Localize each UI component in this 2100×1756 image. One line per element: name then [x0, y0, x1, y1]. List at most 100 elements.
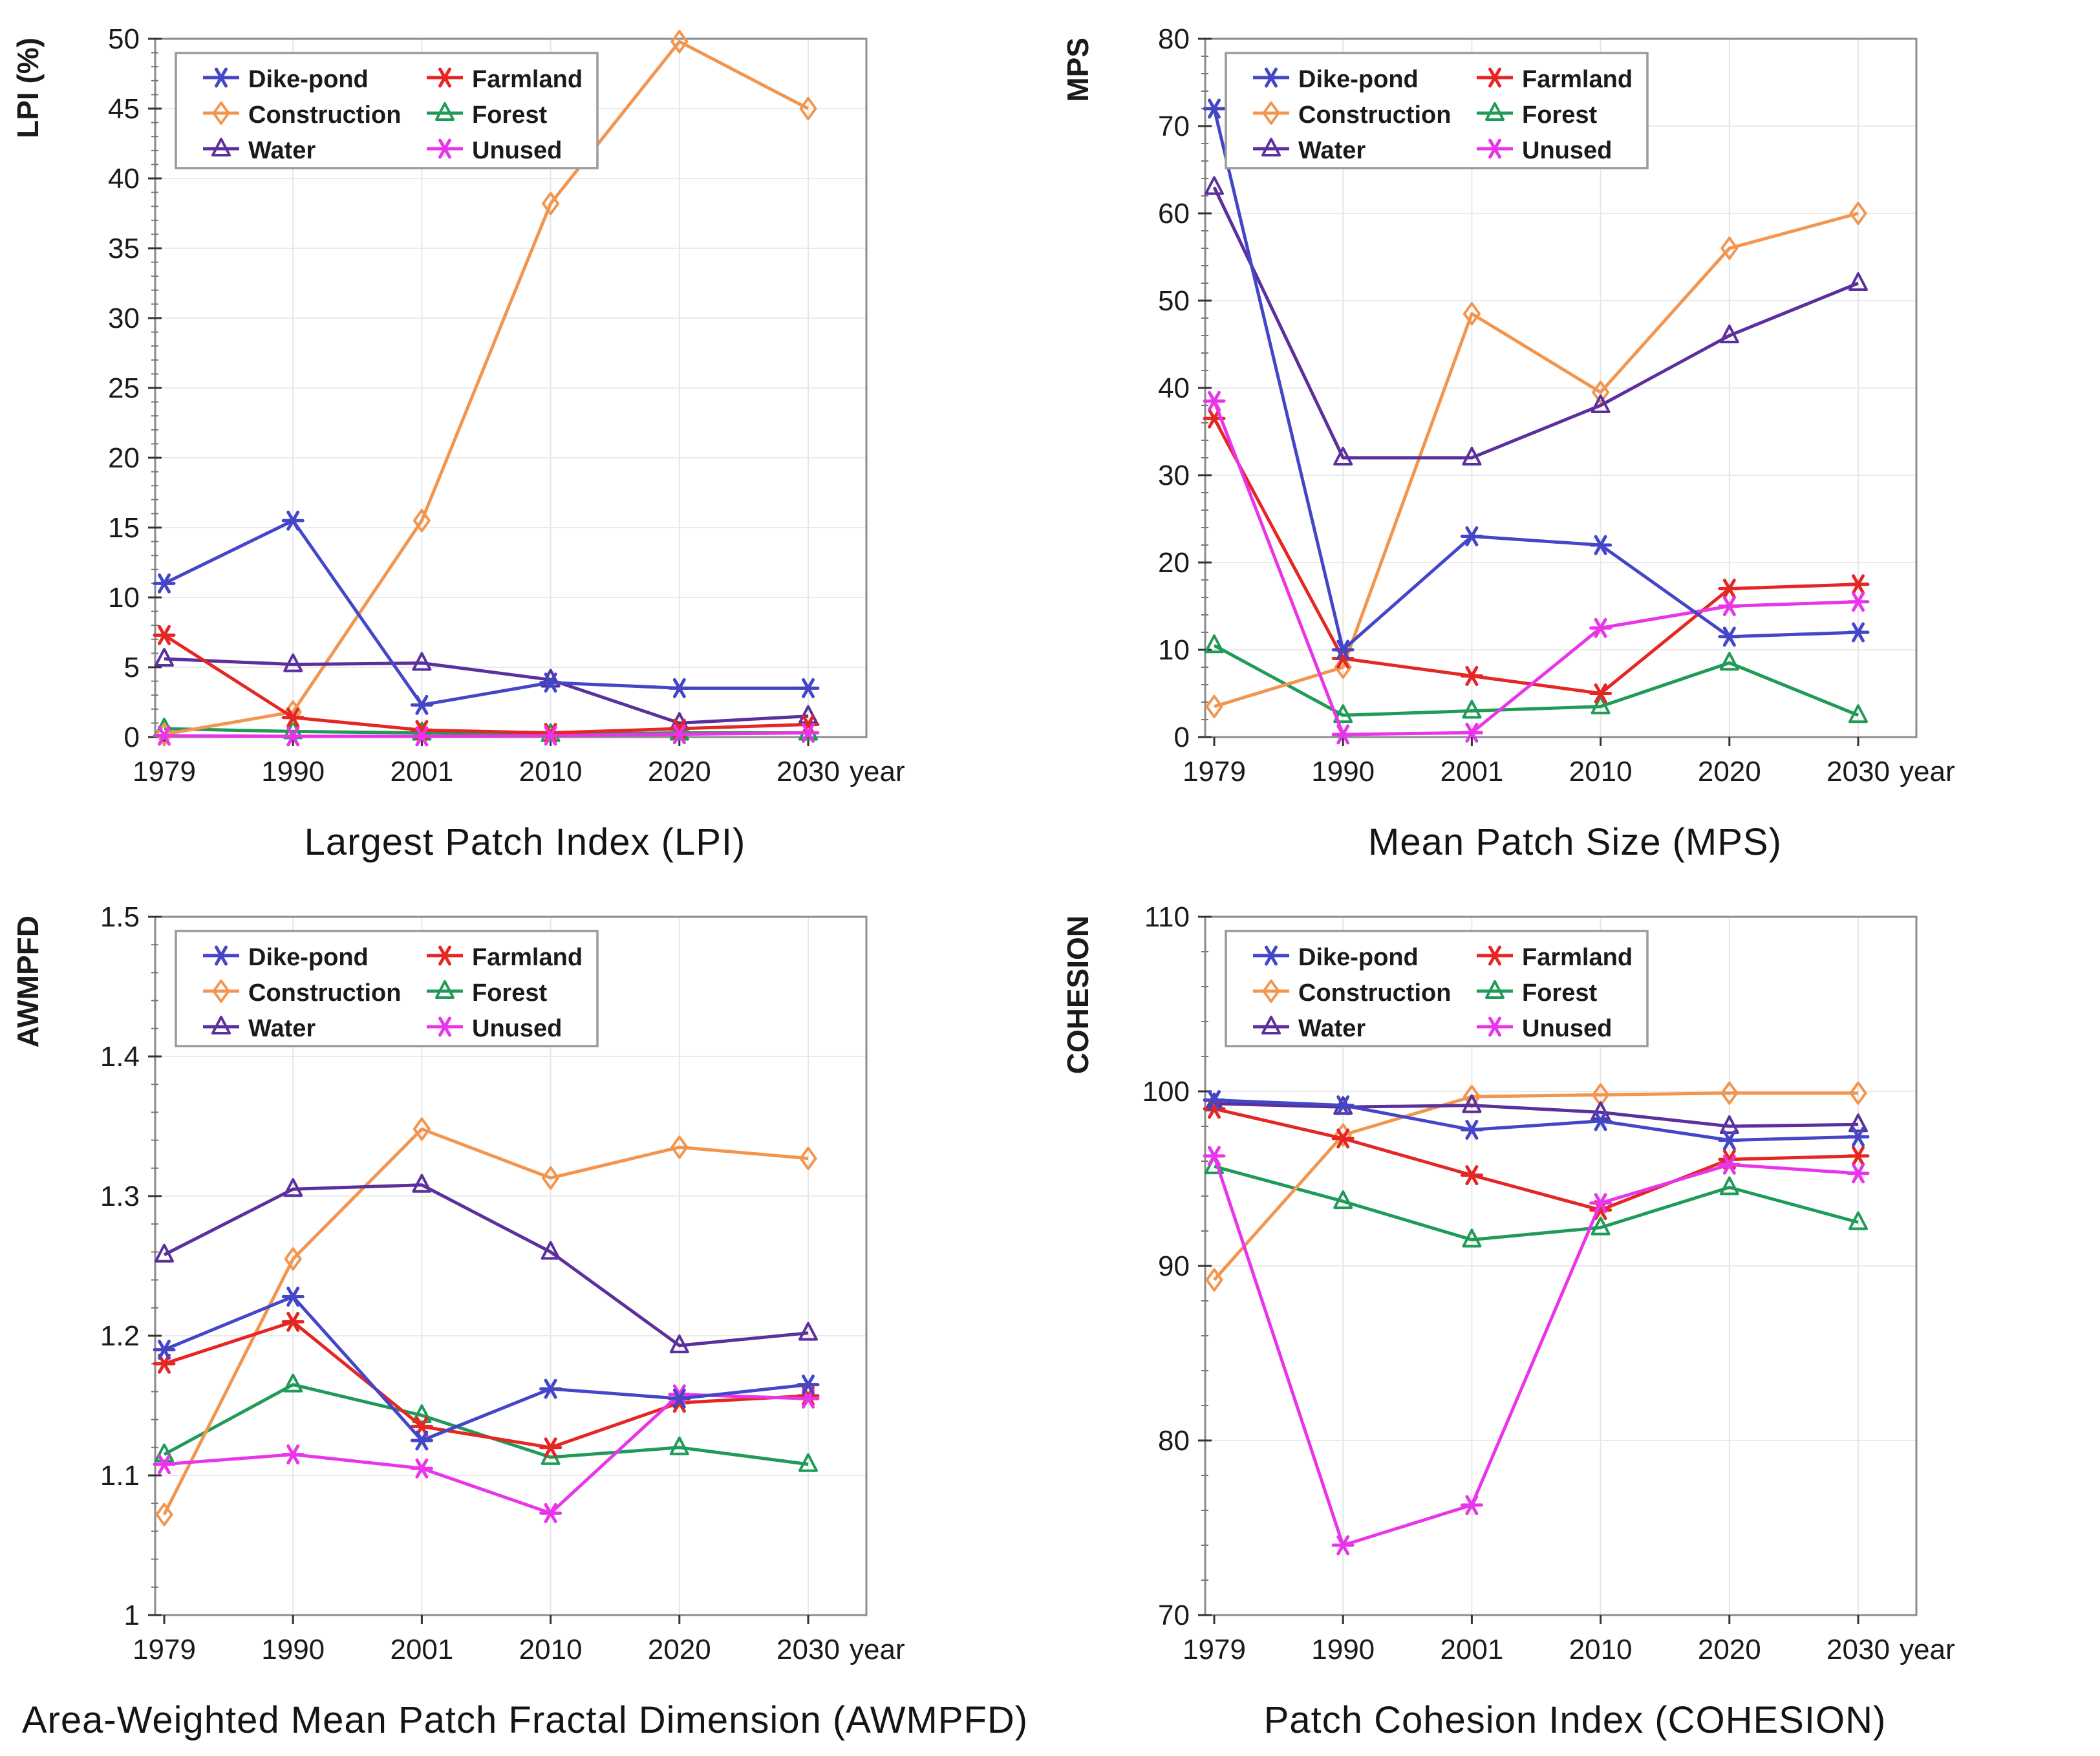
svg-text:50: 50: [1158, 285, 1190, 317]
legend: Dike-pond Construction Water Farmland Forest…: [1225, 52, 1649, 169]
awmpfd-y-axis-label: AWMPFD: [11, 915, 45, 1048]
series-forest: [1205, 634, 1868, 723]
svg-text:2020: 2020: [1698, 1634, 1761, 1665]
legend-item-forest: Forest: [427, 980, 547, 1007]
legend-item-dike-pond: Dike-pond: [203, 944, 369, 971]
legend-item-forest: Forest: [1477, 980, 1597, 1007]
svg-text:Forest: Forest: [472, 980, 547, 1007]
svg-text:2030: 2030: [1827, 756, 1890, 787]
lpi-y-axis-label: LPI (%): [11, 37, 45, 138]
svg-text:1.1: 1.1: [100, 1460, 140, 1492]
legend-item-construction: Construction: [203, 102, 401, 129]
svg-text:45: 45: [108, 93, 140, 125]
series-construction: [155, 30, 817, 746]
svg-text:100: 100: [1142, 1076, 1190, 1108]
legend-item-unused: Unused: [1477, 137, 1612, 164]
svg-text:1990: 1990: [1311, 1634, 1375, 1665]
svg-text:year: year: [850, 1634, 905, 1665]
svg-text:2010: 2010: [519, 1634, 583, 1665]
svg-text:Dike-pond: Dike-pond: [248, 66, 369, 93]
cohesion-panel: 70 80 90 100 110 1979 1990 2001 2010 2020 2030 year…: [1050, 878, 2100, 1756]
lpi-plot: 0 5 10 15 20 25 30 35 40 45 50 1979 1990 2001 2010 2020…: [108, 23, 905, 787]
svg-text:1990: 1990: [261, 756, 325, 787]
lpi-title: Largest Patch Index (LPI): [304, 821, 746, 863]
legend-item-unused: Unused: [427, 137, 562, 164]
svg-text:70: 70: [1158, 111, 1190, 142]
svg-text:10: 10: [1158, 634, 1190, 666]
svg-text:2030: 2030: [777, 1634, 840, 1665]
lpi-panel: 0 5 10 15 20 25 30 35 40 45 50 1979 1990 2001 2010 2020…: [0, 0, 1050, 878]
svg-text:5: 5: [124, 652, 140, 683]
svg-text:1.2: 1.2: [100, 1320, 140, 1352]
svg-text:1.4: 1.4: [100, 1041, 140, 1073]
svg-text:20: 20: [108, 442, 140, 474]
svg-text:1979: 1979: [133, 756, 196, 787]
legend-item-unused: Unused: [427, 1015, 562, 1042]
svg-text:2020: 2020: [648, 1634, 711, 1665]
svg-text:Construction: Construction: [1298, 102, 1451, 129]
svg-text:0: 0: [1174, 722, 1190, 753]
mps-panel: 0 10 20 30 40 50 60 70 80 1979 1990 2001 2010 2020 203…: [1050, 0, 2100, 878]
series-construction: [155, 1117, 817, 1526]
svg-text:20: 20: [1158, 547, 1190, 579]
svg-text:Construction: Construction: [1298, 980, 1451, 1007]
mps-y-axis-label: MPS: [1061, 37, 1095, 102]
legend: Dike-pond Construction Water Farmland Forest…: [175, 52, 599, 169]
legend-item-water: Water: [1253, 137, 1366, 164]
svg-text:Dike-pond: Dike-pond: [1298, 944, 1419, 971]
svg-text:30: 30: [108, 303, 140, 334]
svg-text:Construction: Construction: [248, 980, 401, 1007]
svg-text:80: 80: [1158, 23, 1190, 55]
svg-text:1979: 1979: [1183, 1634, 1246, 1665]
legend-item-construction: Construction: [1253, 102, 1451, 129]
svg-text:30: 30: [1158, 460, 1190, 491]
svg-text:2001: 2001: [390, 756, 453, 787]
svg-text:2001: 2001: [390, 1634, 453, 1665]
svg-text:Forest: Forest: [472, 102, 547, 129]
series-unused: [153, 723, 820, 747]
svg-text:1.3: 1.3: [100, 1181, 140, 1212]
svg-text:25: 25: [108, 372, 140, 404]
svg-text:90: 90: [1158, 1250, 1190, 1282]
svg-text:1979: 1979: [133, 1634, 196, 1665]
awmpfd-panel: 1 1.1 1.2 1.3 1.4 1.5 1979 1990 2001 2010 2020 2030…: [0, 878, 1050, 1756]
svg-text:Unused: Unused: [472, 137, 562, 164]
series-farmland: [1203, 408, 1870, 703]
svg-text:1990: 1990: [261, 1634, 325, 1665]
legend-item-dike-pond: Dike-pond: [1253, 944, 1419, 971]
svg-text:80: 80: [1158, 1425, 1190, 1457]
legend-item-unused: Unused: [1477, 1015, 1612, 1042]
svg-text:110: 110: [1144, 901, 1190, 933]
series-unused: [1203, 391, 1870, 745]
svg-text:0: 0: [124, 722, 140, 753]
series-dike-pond: [1203, 98, 1870, 660]
legend-item-dike-pond: Dike-pond: [203, 66, 369, 93]
legend-item-construction: Construction: [203, 980, 401, 1007]
svg-text:Unused: Unused: [472, 1015, 562, 1042]
series-farmland: [153, 625, 820, 744]
svg-text:2010: 2010: [1569, 756, 1633, 787]
svg-text:2020: 2020: [1698, 756, 1761, 787]
series-farmland: [153, 1311, 820, 1458]
legend-item-farmland: Farmland: [427, 944, 583, 971]
svg-text:1979: 1979: [1183, 756, 1246, 787]
svg-text:Dike-pond: Dike-pond: [248, 944, 369, 971]
svg-text:2030: 2030: [1827, 1634, 1890, 1665]
svg-text:Unused: Unused: [1522, 137, 1612, 164]
svg-text:Farmland: Farmland: [1522, 66, 1633, 93]
svg-text:2020: 2020: [648, 756, 711, 787]
svg-text:1990: 1990: [1311, 756, 1375, 787]
svg-text:2001: 2001: [1440, 1634, 1503, 1665]
svg-text:Dike-pond: Dike-pond: [1298, 66, 1419, 93]
awmpfd-title: Area-Weighted Mean Patch Fractal Dimensi…: [21, 1699, 1029, 1741]
legend-item-farmland: Farmland: [427, 66, 583, 93]
awmpfd-plot: 1 1.1 1.2 1.3 1.4 1.5 1979 1990 2001 2010 2020 2030…: [100, 901, 905, 1665]
series-dike-pond: [1203, 1090, 1870, 1151]
svg-text:2010: 2010: [1569, 1634, 1633, 1665]
svg-text:Water: Water: [1298, 137, 1366, 164]
legend-item-farmland: Farmland: [1477, 66, 1633, 93]
svg-text:2030: 2030: [777, 756, 840, 787]
legend-item-dike-pond: Dike-pond: [1253, 66, 1419, 93]
